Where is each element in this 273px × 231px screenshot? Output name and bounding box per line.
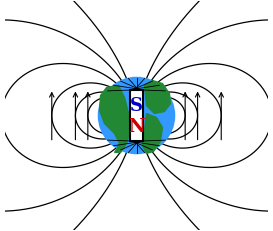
Text: N: N xyxy=(128,118,145,136)
Polygon shape xyxy=(144,81,170,113)
Bar xyxy=(130,90,143,141)
Text: S: S xyxy=(130,97,143,115)
Circle shape xyxy=(99,78,174,153)
Polygon shape xyxy=(100,85,130,152)
Polygon shape xyxy=(143,113,162,153)
